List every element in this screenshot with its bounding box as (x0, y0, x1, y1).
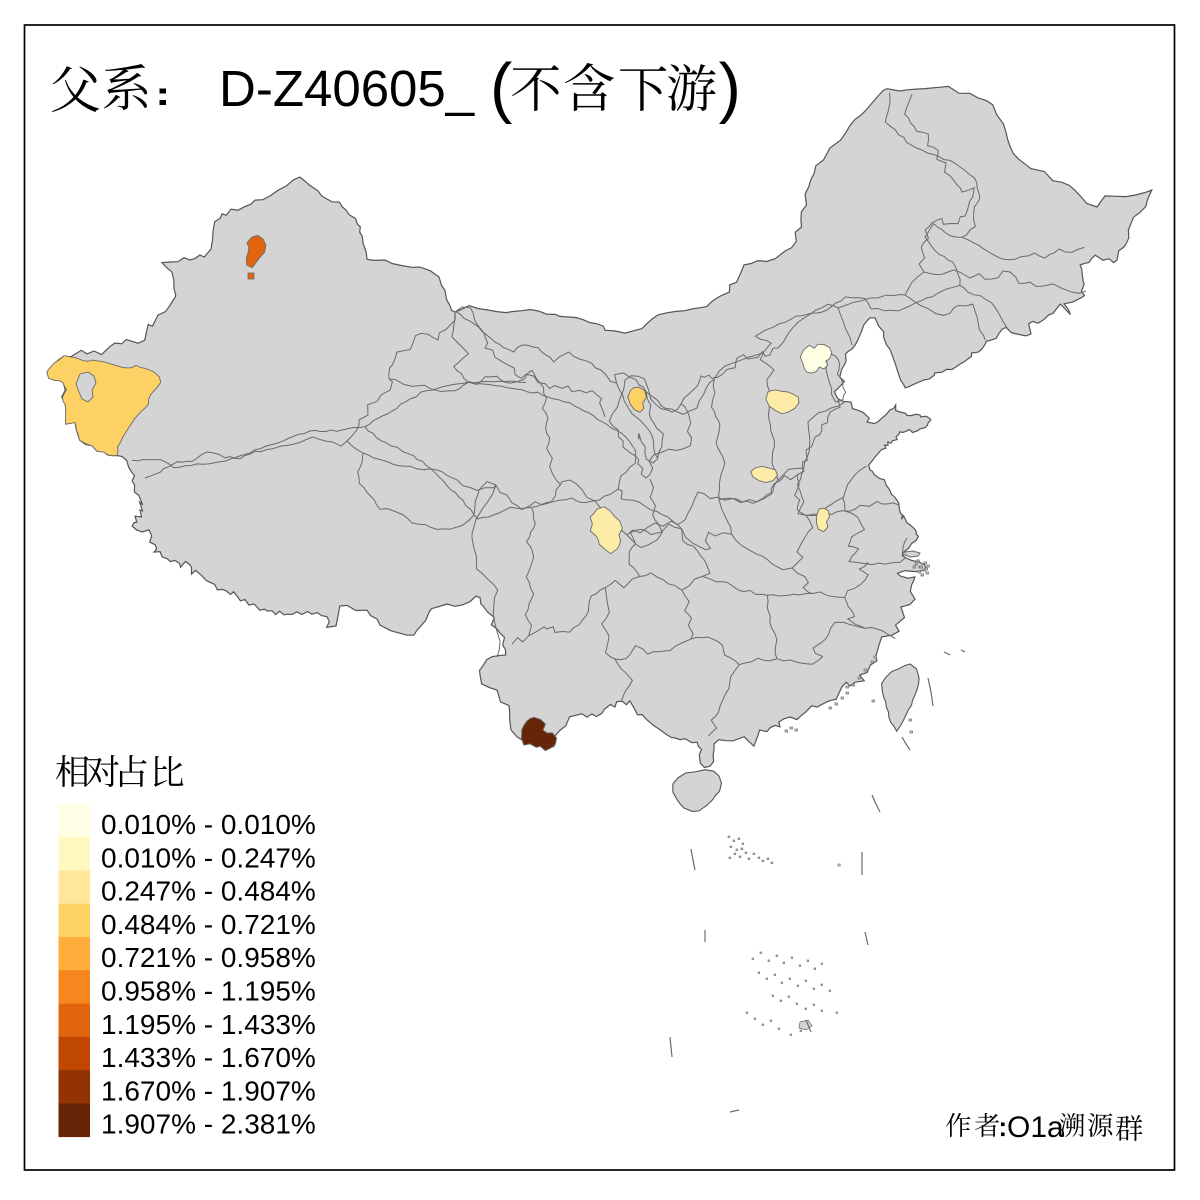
svg-text:0.010% - 0.247%: 0.010% - 0.247% (101, 842, 316, 873)
svg-text:1.907% - 2.381%: 1.907% - 2.381% (101, 1109, 316, 1140)
svg-text:0.958% - 1.195%: 0.958% - 1.195% (101, 976, 316, 1007)
svg-text:0.484% - 0.721%: 0.484% - 0.721% (101, 909, 316, 940)
svg-text:1.670% - 1.907%: 1.670% - 1.907% (101, 1075, 316, 1106)
svg-text:1.195% - 1.433%: 1.195% - 1.433% (101, 1009, 316, 1040)
svg-text:0.721% - 0.958%: 0.721% - 0.958% (101, 942, 316, 973)
svg-text:(: ( (490, 50, 512, 125)
svg-text:): ) (719, 50, 741, 125)
svg-text:O1a: O1a (1007, 1111, 1064, 1144)
svg-text:1.433% - 1.670%: 1.433% - 1.670% (101, 1042, 316, 1073)
svg-text:0.010% - 0.010%: 0.010% - 0.010% (101, 809, 316, 840)
svg-text:0.247% - 0.484%: 0.247% - 0.484% (101, 876, 316, 907)
svg-text:D-Z40605_: D-Z40605_ (219, 60, 475, 117)
